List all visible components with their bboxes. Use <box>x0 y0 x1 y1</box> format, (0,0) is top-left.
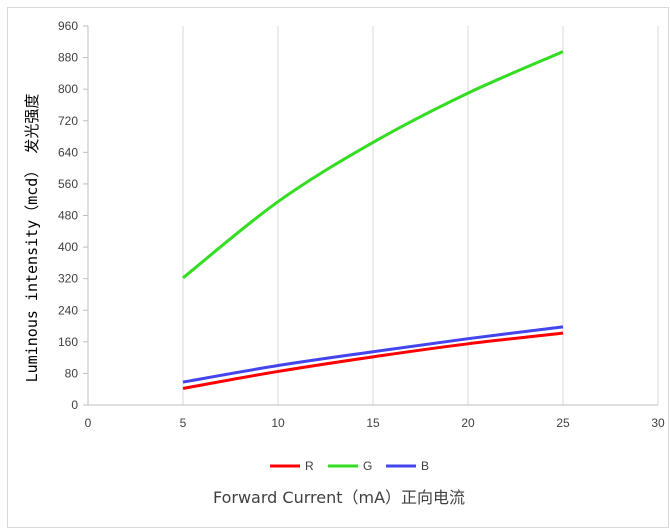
axes <box>83 25 658 406</box>
grid-lines <box>182 26 659 405</box>
y-tick-label-80: 80 <box>65 366 79 380</box>
x-axis-label: Forward Current（mA）正向电流 <box>213 488 465 507</box>
y-tick-label-560: 560 <box>58 177 78 191</box>
y-axis-label: Luminous intensity（mcd） 发光强度 <box>23 94 41 383</box>
y-tick-label-640: 640 <box>58 145 78 159</box>
chart-frame <box>7 7 669 528</box>
x-tick-label-15: 15 <box>366 416 380 430</box>
y-tick-label-960: 960 <box>58 19 78 33</box>
x-tick-labels: 0 5 10 15 20 25 30 <box>85 416 665 430</box>
y-tick-label-480: 480 <box>58 209 78 223</box>
y-tick-label-320: 320 <box>58 272 78 286</box>
series-line-G <box>182 50 564 280</box>
series-lines <box>182 50 564 390</box>
y-tick-label-880: 880 <box>58 51 78 65</box>
x-tick-label-5: 5 <box>180 416 187 430</box>
y-tick-label-720: 720 <box>58 114 78 128</box>
legend-label-G: G <box>363 459 372 473</box>
series-line-R <box>182 331 564 390</box>
y-tick-label-240: 240 <box>58 303 78 317</box>
x-tick-label-0: 0 <box>85 416 92 430</box>
y-tick-label-0: 0 <box>71 398 78 412</box>
y-tick-labels: 0 80 160 240 320 400 480 560 640 720 800 880 960 <box>58 19 78 412</box>
y-tick-label-400: 400 <box>58 240 78 254</box>
y-tick-label-160: 160 <box>58 335 78 349</box>
x-tick-label-25: 25 <box>556 416 570 430</box>
x-tick-label-10: 10 <box>271 416 285 430</box>
x-tick-label-20: 20 <box>461 416 475 430</box>
x-tick-label-30: 30 <box>651 416 665 430</box>
y-tick-label-800: 800 <box>58 82 78 96</box>
legend-label-R: R <box>305 459 314 473</box>
legend-label-B: B <box>421 459 429 473</box>
series-line-B <box>182 325 564 384</box>
